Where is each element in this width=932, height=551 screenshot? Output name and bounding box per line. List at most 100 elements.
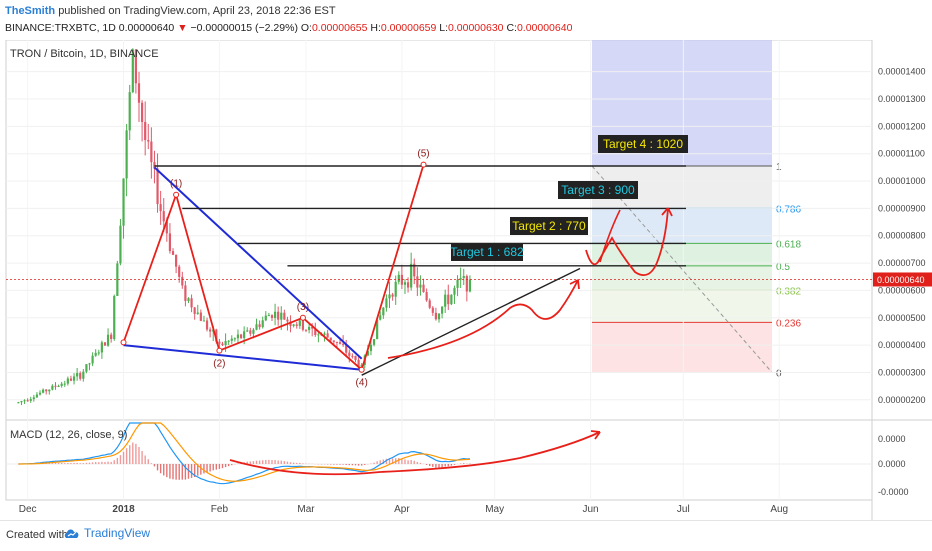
candle-body <box>277 311 280 320</box>
wave-point <box>120 339 127 346</box>
candle-body <box>406 282 410 288</box>
candle-body <box>314 328 317 335</box>
candle-body <box>97 352 100 354</box>
candle-body <box>82 371 85 379</box>
candle-body <box>110 334 113 339</box>
wedge-lower-line <box>123 344 362 371</box>
candle-body <box>273 311 277 318</box>
candle-body <box>283 312 286 320</box>
last-price: 0.00000640 <box>118 22 175 34</box>
candle-body <box>181 276 184 286</box>
candle-body <box>165 221 168 234</box>
candle-body <box>391 294 394 297</box>
candle-body <box>444 294 447 307</box>
candle-body <box>413 263 416 277</box>
candle-body <box>428 300 431 308</box>
arrow-head-1 <box>569 279 580 290</box>
candle-body <box>131 49 134 93</box>
candle-body <box>106 334 110 346</box>
candle-body <box>292 324 295 326</box>
target-label: Target 1 : 682 <box>450 245 524 259</box>
fib-level-label: 0.786 <box>776 204 801 215</box>
candle-body <box>66 378 69 384</box>
low-label: L: <box>439 22 449 34</box>
price-chart[interactable]: 10.7860.6180.50.3820.23600.000014000.000… <box>0 40 932 520</box>
candle-body <box>403 282 407 285</box>
candle-body <box>23 400 26 402</box>
macd-y-tick-label: 0.0000 <box>878 434 906 444</box>
tradingview-link[interactable]: TradingView <box>64 526 150 540</box>
candle-body <box>218 341 221 344</box>
projection-curve-3 <box>599 209 621 263</box>
candle-body <box>388 294 391 299</box>
candle-body <box>147 140 150 142</box>
candle-body <box>338 342 342 344</box>
candle-body <box>317 334 320 336</box>
candle-body <box>63 383 66 385</box>
candle-body <box>351 355 354 357</box>
low-value: 0.00000630 <box>448 22 504 34</box>
candle-body <box>190 298 193 308</box>
created-with-text: Created with <box>6 529 68 541</box>
candle-body <box>450 294 453 305</box>
tradingview-brand-text: TradingView <box>84 526 151 540</box>
y-tick-label: 0.00001300 <box>878 94 926 104</box>
wave-label: (5) <box>417 149 429 160</box>
candle-body <box>57 385 60 387</box>
candle-body <box>88 363 91 365</box>
candle-body <box>134 49 137 84</box>
candle-body <box>434 312 438 320</box>
fib-zone-band <box>592 322 772 373</box>
projection-curve-2 <box>585 207 669 276</box>
candle-body <box>342 343 345 345</box>
candle-body <box>184 285 187 301</box>
candle-body <box>140 102 144 122</box>
fib-zone-band <box>592 290 772 323</box>
candle-body <box>431 307 434 313</box>
last-price-badge <box>873 272 932 287</box>
y-tick-label: 0.00001000 <box>878 176 926 186</box>
candle-body <box>168 233 172 252</box>
candle-body <box>193 307 196 314</box>
candle-body <box>261 320 264 328</box>
x-tick-label: 2018 <box>112 504 135 515</box>
candle-body <box>379 315 382 320</box>
y-tick-label: 0.00000800 <box>878 231 926 241</box>
candle-body <box>227 340 230 342</box>
y-tick-label: 0.00001400 <box>878 67 926 77</box>
candle-body <box>360 364 363 367</box>
candle-body <box>128 92 131 131</box>
author-link[interactable]: TheSmith <box>5 5 56 17</box>
candle-body <box>215 329 218 342</box>
candle-body <box>385 298 388 308</box>
candle-body <box>48 389 51 392</box>
chart-footer: Created with TradingView <box>0 520 932 551</box>
candle-body <box>369 344 373 352</box>
macd-line <box>18 422 470 485</box>
candle-body <box>91 355 94 364</box>
wave-label: (4) <box>356 378 368 389</box>
candle-body <box>85 364 88 372</box>
change-text: −0.00000015 (−2.29%) <box>190 22 298 34</box>
candle-body <box>116 263 119 296</box>
y-tick-label: 0.00000900 <box>878 203 926 213</box>
arrow-head-2 <box>661 207 673 217</box>
candle-body <box>236 334 240 339</box>
candle-body <box>376 319 379 340</box>
macd-label: MACD (12, 26, close, 9) <box>10 429 127 441</box>
candle-body <box>202 320 206 322</box>
projection-curve-1 <box>387 279 579 359</box>
candle-body <box>267 315 270 317</box>
high-value: 0.00000659 <box>380 22 437 34</box>
candle-body <box>17 402 20 404</box>
candle-body <box>221 343 224 346</box>
target-badge <box>510 217 588 235</box>
candle-body <box>72 376 76 381</box>
candle-body <box>122 178 125 226</box>
candle-body <box>69 378 73 381</box>
fib-level-label: 0.5 <box>776 262 790 273</box>
candle-body <box>20 401 23 403</box>
x-tick-label: May <box>485 504 504 515</box>
wave-point <box>173 191 180 198</box>
y-tick-label: 0.00000400 <box>878 340 926 350</box>
